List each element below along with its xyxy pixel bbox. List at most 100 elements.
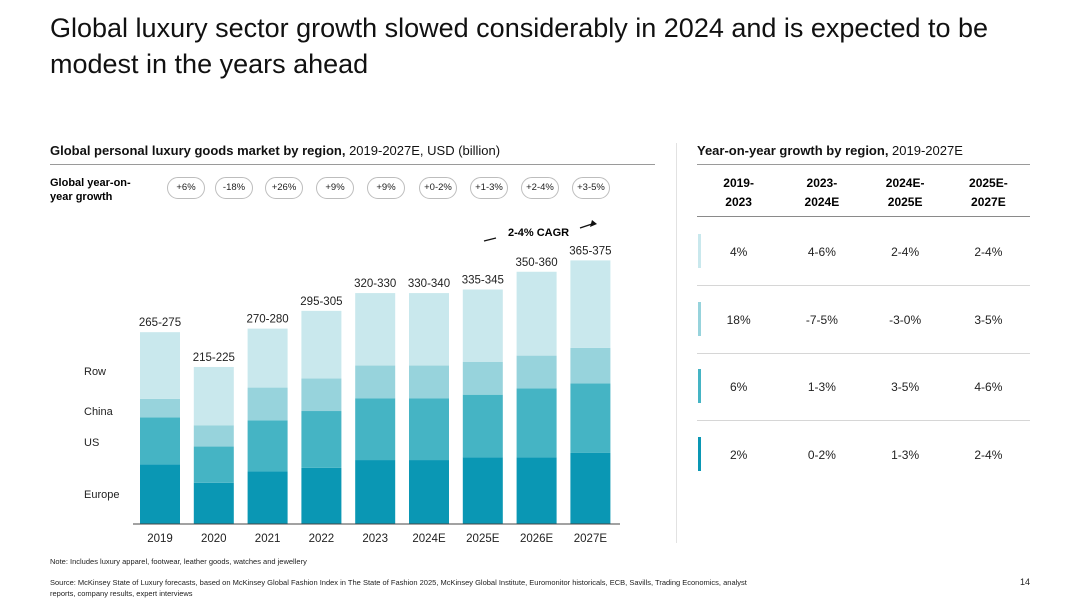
bar-segment-row-2026e xyxy=(516,271,557,356)
header-2025e-2027e: 2025E- 2027E xyxy=(969,176,1008,209)
bar-segment-china-2026e xyxy=(516,355,557,389)
chart-title: Global personal luxury goods market by r… xyxy=(50,143,655,165)
table-cell: -7-5% xyxy=(805,312,838,327)
bar-segment-europe-2024e xyxy=(409,460,449,524)
bar-segment-row-2023 xyxy=(355,293,396,366)
region-color-bar xyxy=(698,234,701,268)
table-cell: 3-5% xyxy=(891,379,920,394)
growth-pill: +3-5% xyxy=(572,177,610,199)
bar-total-label: 335-345 xyxy=(462,275,504,287)
bar-segment-us-2023 xyxy=(355,398,396,461)
x-tick-label: 2025E xyxy=(466,533,500,545)
x-tick-label: 2024E xyxy=(412,533,446,545)
x-tick-label: 2026E xyxy=(520,533,554,545)
growth-pill: +0-2% xyxy=(419,177,457,199)
bar-segment-row-2020 xyxy=(193,366,234,426)
chart-title-bold: Global personal luxury goods market by r… xyxy=(50,143,346,158)
growth-pill: +9% xyxy=(316,177,354,199)
footnote: Note: Includes luxury apparel, footwear,… xyxy=(50,557,307,566)
table-cell: 18% xyxy=(726,312,751,327)
header-2023-2024e: 2023- 2024E xyxy=(804,176,840,209)
bar-segment-row-2021 xyxy=(247,328,288,388)
chart-title-rest: 2019-2027E, USD (billion) xyxy=(345,143,501,158)
panel-divider xyxy=(676,143,677,543)
bar-segment-europe-2027e xyxy=(570,452,611,524)
bar-segment-us-2025e xyxy=(462,394,503,458)
table-header: 2019- 2023 2023- 2024E 2024E- 2025E 2025… xyxy=(697,170,1030,217)
cagr-line-start xyxy=(483,237,497,242)
bar-segment-china-2021 xyxy=(247,387,288,421)
segment-label-us: US xyxy=(84,437,100,449)
growth-pill: +6% xyxy=(167,177,205,199)
bar-segment-us-2026e xyxy=(516,388,557,458)
table-title-rest: 2019-2027E xyxy=(888,143,963,158)
bar-segment-europe-2025e xyxy=(462,457,503,524)
bar-total-label: 350-360 xyxy=(515,257,557,269)
x-tick-label: 2022 xyxy=(309,533,335,545)
table-row-us: 6% 1-3% 3-5% 4-6% xyxy=(697,353,1030,421)
x-tick-label: 2027E xyxy=(574,533,608,545)
bar-segment-china-2027e xyxy=(570,347,611,384)
segment-label-row: Row xyxy=(84,366,107,378)
bar-total-label: 320-330 xyxy=(354,278,396,290)
table-cell: -3-0% xyxy=(889,312,922,327)
table-cell: 4% xyxy=(729,244,748,259)
bar-segment-europe-2021 xyxy=(247,471,288,524)
slide-title: Global luxury sector growth slowed consi… xyxy=(50,13,989,79)
growth-pill: +2-4% xyxy=(521,177,559,199)
bar-total-label: 265-275 xyxy=(139,317,181,329)
x-tick-label: 2023 xyxy=(362,533,388,545)
bar-segment-row-2027e xyxy=(570,260,611,348)
header-2019-2023: 2019- 2023 xyxy=(723,176,754,209)
table-cell: 1-3% xyxy=(807,379,836,394)
bar-total-label: 215-225 xyxy=(193,352,235,364)
bar-segment-us-2019 xyxy=(140,417,180,465)
bar-segment-china-2023 xyxy=(355,365,396,399)
growth-row-label: Global year-on- year growth xyxy=(50,177,131,203)
table-title: Year-on-year growth by region, 2019-2027… xyxy=(697,143,1030,165)
bar-total-label: 295-305 xyxy=(300,296,342,308)
table-cell: 2-4% xyxy=(891,244,920,259)
bar-segment-row-2024e xyxy=(409,293,449,366)
bar-total-label: 270-280 xyxy=(246,314,288,326)
bar-segment-row-2019 xyxy=(140,332,180,399)
page-number: 14 xyxy=(1020,577,1031,587)
bar-segment-europe-2019 xyxy=(140,464,180,524)
region-color-bar xyxy=(698,437,701,471)
table-cell: 4-6% xyxy=(974,379,1003,394)
bar-segment-china-2025e xyxy=(462,362,503,395)
bar-segment-europe-2022 xyxy=(301,467,342,524)
bar-segment-china-2019 xyxy=(140,398,180,418)
table-row-china: 18% -7-5% -3-0% 3-5% xyxy=(697,286,1030,354)
bar-segment-europe-2023 xyxy=(355,460,396,524)
cagr-arrow-icon xyxy=(590,220,597,227)
cagr-label: 2-4% CAGR xyxy=(508,227,570,239)
x-tick-label: 2020 xyxy=(201,533,227,545)
segment-label-europe: Europe xyxy=(84,489,120,501)
bar-segment-us-2021 xyxy=(247,420,288,472)
table-cell: 3-5% xyxy=(974,312,1003,327)
source-note: Source: McKinsey State of Luxury forecas… xyxy=(50,578,747,598)
bar-segment-us-2024e xyxy=(409,398,449,461)
bar-segment-us-2027e xyxy=(570,383,611,453)
table-cell: 2-4% xyxy=(974,244,1003,259)
table-row-europe: 2% 0-2% 1-3% 2-4% xyxy=(697,421,1030,488)
bar-segment-europe-2026e xyxy=(516,457,557,524)
bar-segment-row-2025e xyxy=(462,289,503,362)
table-cell: 6% xyxy=(729,379,748,394)
segment-label-china: China xyxy=(84,406,113,418)
bar-segment-china-2020 xyxy=(193,425,234,447)
cagr-line-end xyxy=(579,223,593,229)
bar-segment-china-2022 xyxy=(301,378,342,412)
x-tick-label: 2021 xyxy=(255,533,281,545)
bar-segment-europe-2020 xyxy=(193,482,234,524)
bar-segment-row-2022 xyxy=(301,310,342,379)
table-title-bold: Year-on-year growth by region, xyxy=(697,143,889,158)
region-color-bar xyxy=(698,302,701,336)
bar-total-label: 365-375 xyxy=(569,245,611,257)
table-cell: 0-2% xyxy=(807,447,836,462)
growth-table: 2019- 2023 2023- 2024E 2024E- 2025E 2025… xyxy=(697,170,1030,471)
growth-pill: +9% xyxy=(367,177,405,199)
table-row-row: 4% 4-6% 2-4% 2-4% xyxy=(697,218,1030,286)
bar-total-label: 330-340 xyxy=(408,278,450,290)
